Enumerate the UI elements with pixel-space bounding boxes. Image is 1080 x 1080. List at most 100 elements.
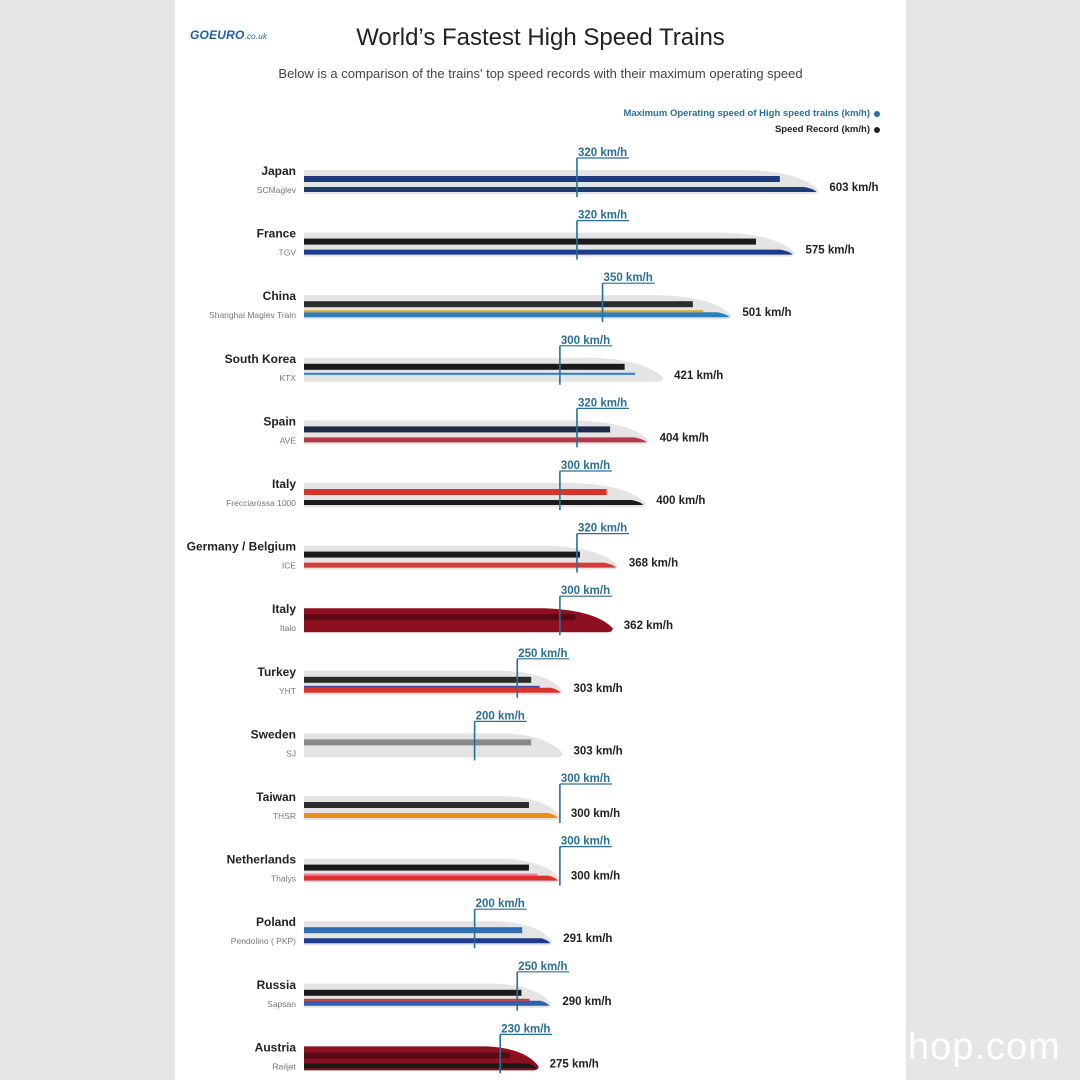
train-name-label: Italo <box>280 623 296 633</box>
record-speed-label: 291 km/h <box>563 933 612 945</box>
train-lower-band <box>304 312 730 318</box>
country-label: China <box>263 289 297 303</box>
record-speed-label: 501 km/h <box>742 307 791 319</box>
train-name-label: SCMaglev <box>257 185 297 195</box>
train-name-label: KTX <box>279 373 296 383</box>
train-lower-band <box>304 813 558 818</box>
operating-speed-label: 350 km/h <box>604 272 653 284</box>
operating-speed-label: 300 km/h <box>561 460 610 472</box>
train-accent-line <box>304 372 636 375</box>
train-name-label: Shanghai Maglev Train <box>209 310 296 320</box>
record-speed-label: 300 km/h <box>571 871 620 883</box>
train-window-stripe <box>304 739 532 746</box>
operating-speed-label: 200 km/h <box>476 898 525 910</box>
logo-text: GOEURO <box>190 28 245 42</box>
train-window-stripe <box>304 363 625 370</box>
record-speed-label: 300 km/h <box>571 808 620 820</box>
train-window-stripe <box>304 176 780 182</box>
speed-chart: Japan SCMaglev 320 km/h 603 km/h France TGV 32… <box>187 147 879 1074</box>
train-name-label: SJ <box>286 748 296 758</box>
record-speed-label: 275 km/h <box>550 1058 599 1070</box>
record-speed-label: 404 km/h <box>660 432 709 444</box>
record-speed-label: 575 km/h <box>805 245 854 257</box>
operating-speed-label: 300 km/h <box>561 836 610 848</box>
train-window-stripe <box>304 864 529 871</box>
record-speed-label: 603 km/h <box>829 182 878 194</box>
watermark: hop.com <box>908 1026 1061 1068</box>
train-lower-band <box>304 1063 537 1069</box>
country-label: Russia <box>257 978 297 992</box>
record-speed-label: 303 km/h <box>573 683 622 695</box>
page-title: World’s Fastest High Speed Trains <box>356 24 725 51</box>
train-lower-band <box>304 687 561 693</box>
train-lower-band <box>304 374 662 380</box>
train-name-label: Thalys <box>271 874 296 884</box>
infographic-card: GOEURO.co.uk World’s Fastest High Speed … <box>175 0 906 1080</box>
operating-speed-label: 320 km/h <box>578 523 627 535</box>
train-name-label: AVE <box>280 435 297 445</box>
legend-operating-dot <box>874 110 880 117</box>
train-accent-line <box>304 873 538 876</box>
logo-tld: .co.uk <box>244 32 268 41</box>
train-name-label: Railjet <box>272 1061 296 1071</box>
train-name-label: ICE <box>282 561 297 571</box>
country-label: Sweden <box>251 727 296 741</box>
train-window-stripe <box>304 927 523 934</box>
operating-speed-label: 250 km/h <box>518 648 567 660</box>
country-label: Italy <box>272 477 296 491</box>
operating-speed-label: 320 km/h <box>578 147 627 159</box>
train-window-stripe <box>304 238 756 245</box>
record-speed-label: 303 km/h <box>573 745 622 757</box>
train-lower-band <box>304 500 644 505</box>
page-subtitle: Below is a comparison of the trains' top… <box>278 66 803 81</box>
operating-speed-label: 230 km/h <box>501 1023 550 1035</box>
train-window-stripe <box>304 489 607 495</box>
country-label: Japan <box>261 164 296 178</box>
train-accent-line <box>304 310 704 313</box>
operating-speed-label: 300 km/h <box>561 335 610 347</box>
train-lower-band <box>304 625 611 631</box>
country-label: Italy <box>272 602 296 616</box>
operating-speed-label: 320 km/h <box>578 210 627 222</box>
record-speed-label: 290 km/h <box>562 996 611 1008</box>
train-lower-band <box>304 750 561 756</box>
operating-speed-label: 300 km/h <box>561 773 610 785</box>
record-speed-label: 368 km/h <box>629 558 678 570</box>
train-window-stripe <box>304 989 522 996</box>
country-label: Austria <box>255 1040 297 1054</box>
legend-operating-label: Maximum Operating speed of High speed tr… <box>623 108 870 119</box>
country-label: South Korea <box>225 352 297 366</box>
country-label: Spain <box>263 414 296 428</box>
train-name-label: THSR <box>273 811 296 821</box>
goeuro-logo: GOEURO.co.uk <box>190 28 267 42</box>
train-window-stripe <box>304 802 529 808</box>
legend-record: Speed Record (km/h) <box>775 124 880 135</box>
country-label: Germany / Belgium <box>187 540 296 554</box>
train-window-stripe <box>304 426 611 433</box>
train-window-stripe <box>304 551 580 558</box>
legend-record-dot <box>874 126 880 133</box>
train-lower-band <box>304 562 616 568</box>
train-window-stripe <box>304 1052 511 1059</box>
train-lower-band <box>304 1000 550 1006</box>
record-speed-label: 362 km/h <box>624 620 673 632</box>
operating-speed-label: 320 km/h <box>578 397 627 409</box>
train-accent-line <box>304 998 530 1001</box>
train-lower-band <box>304 249 793 255</box>
train-lower-band <box>304 187 817 192</box>
operating-speed-label: 250 km/h <box>518 961 567 973</box>
train-window-stripe <box>304 614 576 621</box>
operating-speed-label: 200 km/h <box>476 710 525 722</box>
train-name-label: TGV <box>279 248 297 258</box>
record-speed-label: 400 km/h <box>656 495 705 507</box>
train-lower-band <box>304 875 558 881</box>
train-name-label: Sapsan <box>267 999 296 1009</box>
legend-record-label: Speed Record (km/h) <box>774 124 870 135</box>
country-label: France <box>257 227 297 241</box>
train-window-stripe <box>304 301 693 308</box>
train-name-label: YHT <box>279 686 296 696</box>
train-lower-band <box>304 437 647 443</box>
country-label: Turkey <box>258 665 297 679</box>
country-label: Taiwan <box>256 790 296 804</box>
record-speed-label: 421 km/h <box>674 370 723 382</box>
